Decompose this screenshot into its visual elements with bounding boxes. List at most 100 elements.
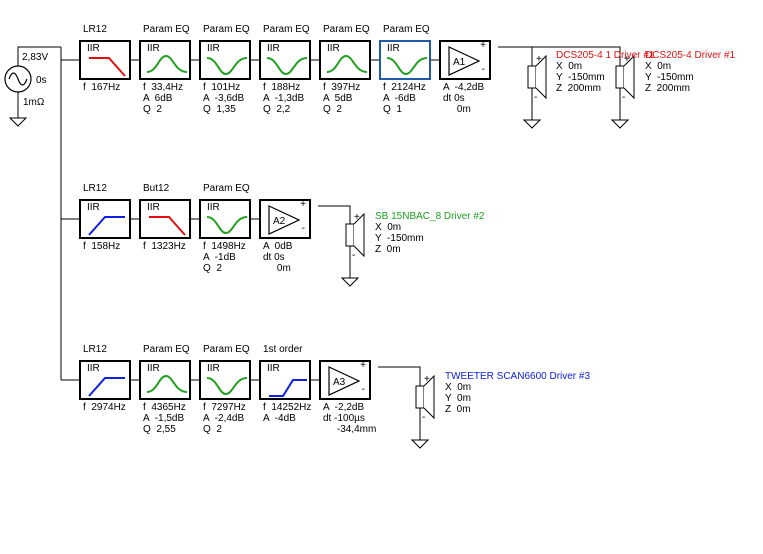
amplifier-name: A3 xyxy=(333,377,346,388)
iir-tag: IIR xyxy=(207,363,220,374)
filter-block[interactable]: IIR xyxy=(79,40,131,80)
block-param: f 4365Hz xyxy=(143,402,186,413)
driver-coord: Z 200mm xyxy=(645,83,691,94)
filter-response-icon xyxy=(89,57,126,77)
driver-coord: Z 0m xyxy=(445,404,471,415)
block-param: f 1323Hz xyxy=(143,241,186,252)
filter-block[interactable]: IIR xyxy=(139,360,191,400)
amp-minus: - xyxy=(301,223,305,234)
filter-block[interactable]: IIR xyxy=(199,199,251,239)
amplifier-name: A2 xyxy=(273,216,286,227)
block-param: A -1dB xyxy=(203,252,236,263)
filter-block[interactable]: IIR xyxy=(79,360,131,400)
driver-coord: Z 200mm xyxy=(556,83,602,94)
filter-response-icon xyxy=(206,216,248,235)
amp-param: A 0dB xyxy=(263,241,293,252)
iir-tag: IIR xyxy=(87,202,100,213)
iir-tag: IIR xyxy=(267,363,280,374)
filter-block[interactable]: IIR xyxy=(199,360,251,400)
amplifier-block[interactable]: A1 + - xyxy=(439,40,491,80)
driver-name[interactable]: SB 15NBAC_8 Driver #2 xyxy=(375,211,485,222)
iir-tag: IIR xyxy=(147,43,160,54)
filter-response-icon xyxy=(386,57,428,76)
filter-response-icon xyxy=(88,216,125,236)
driver-speaker-icon[interactable]: +- xyxy=(318,205,365,287)
amplifier-icon: A2 xyxy=(268,205,301,235)
block-param: Q 2 xyxy=(203,424,222,435)
filter-response-icon xyxy=(149,216,186,236)
driver-name[interactable]: DCS205-4 Driver #1 xyxy=(645,50,736,61)
filter-response-icon xyxy=(206,57,248,76)
block-param: Q 2,55 xyxy=(143,424,176,435)
filter-block[interactable]: IIR xyxy=(199,40,251,80)
block-param: A -1,3dB xyxy=(263,93,305,104)
filter-response-icon xyxy=(206,377,248,396)
amplifier-block[interactable]: A2 + - xyxy=(259,199,311,239)
driver-plus: + xyxy=(424,374,430,385)
block-type-label: Param EQ xyxy=(143,24,190,35)
block-type-label: Param EQ xyxy=(203,183,250,194)
iir-tag: IIR xyxy=(207,43,220,54)
block-type-label: Param EQ xyxy=(203,24,250,35)
block-param: Q 2,2 xyxy=(263,104,291,115)
block-param: Q 2 xyxy=(143,104,162,115)
filter-block[interactable]: IIR xyxy=(139,40,191,80)
amp-param: 0m xyxy=(443,104,471,115)
amp-plus: + xyxy=(480,40,486,51)
block-param: f 2124Hz xyxy=(383,82,426,93)
amplifier-block[interactable]: A3 + - xyxy=(319,360,371,400)
filter-block[interactable]: IIR xyxy=(79,199,131,239)
block-type-label: Param EQ xyxy=(263,24,310,35)
driver-minus: - xyxy=(534,92,537,103)
amplifier-icon: A1 xyxy=(448,46,481,76)
filter-block[interactable]: IIR xyxy=(259,360,311,400)
block-param: f 2974Hz xyxy=(83,402,126,413)
driver-name[interactable]: DCS205-4 1 Driver #1 xyxy=(556,50,655,61)
block-param: f 33,4Hz xyxy=(143,82,184,93)
block-param: f 101Hz xyxy=(203,82,241,93)
filter-response-icon xyxy=(88,377,125,397)
filter-response-icon xyxy=(146,54,188,73)
driver-speaker-icon[interactable]: +- xyxy=(378,366,435,449)
block-type-label: Param EQ xyxy=(143,344,190,355)
block-param: A 5dB xyxy=(323,93,353,104)
filter-block[interactable]: IIR xyxy=(259,40,311,80)
iir-tag: IIR xyxy=(207,202,220,213)
block-param: A -2,4dB xyxy=(203,413,245,424)
generator-delay: 0s xyxy=(36,75,47,86)
driver-coord: X 0m xyxy=(375,222,402,233)
block-param: Q 2 xyxy=(323,104,342,115)
driver-name[interactable]: TWEETER SCAN6600 Driver #3 xyxy=(445,371,591,382)
block-param: f 188Hz xyxy=(263,82,301,93)
block-type-label: LR12 xyxy=(83,344,107,355)
block-type-label: LR12 xyxy=(83,24,107,35)
amp-param: 0m xyxy=(263,263,291,274)
iir-tag: IIR xyxy=(387,43,400,54)
block-param: A -6dB xyxy=(383,93,416,104)
driver-speaker-icon[interactable]: +- xyxy=(498,46,635,129)
generator-voltage: 2,83V xyxy=(22,52,49,63)
amp-param: -34,4mm xyxy=(323,424,377,435)
filter-response-icon xyxy=(269,379,307,397)
signal-generator-icon[interactable] xyxy=(4,46,61,127)
driver-speaker-icon[interactable]: +- xyxy=(498,46,547,129)
filter-block[interactable]: IIR xyxy=(379,40,431,80)
filter-block[interactable]: IIR xyxy=(139,199,191,239)
block-type-label: 1st order xyxy=(263,344,303,355)
filter-block[interactable]: IIR xyxy=(319,40,371,80)
block-param: A -4dB xyxy=(263,413,296,424)
iir-tag: IIR xyxy=(147,202,160,213)
block-param: A -3,6dB xyxy=(203,93,245,104)
amp-param: dt -100µs xyxy=(323,413,365,424)
block-param: f 1498Hz xyxy=(203,241,246,252)
driver-coord: X 0m xyxy=(445,382,472,393)
driver-coord: X 0m xyxy=(645,61,672,72)
amp-param: dt 0s xyxy=(263,252,285,263)
amplifier-name: A1 xyxy=(453,57,466,68)
block-param: A -1,5dB xyxy=(143,413,185,424)
driver-plus: + xyxy=(354,212,360,223)
amplifier-icon: A3 xyxy=(328,366,361,396)
filter-response-icon xyxy=(266,57,308,76)
block-type-label: Param EQ xyxy=(323,24,370,35)
filter-response-icon xyxy=(326,54,368,73)
